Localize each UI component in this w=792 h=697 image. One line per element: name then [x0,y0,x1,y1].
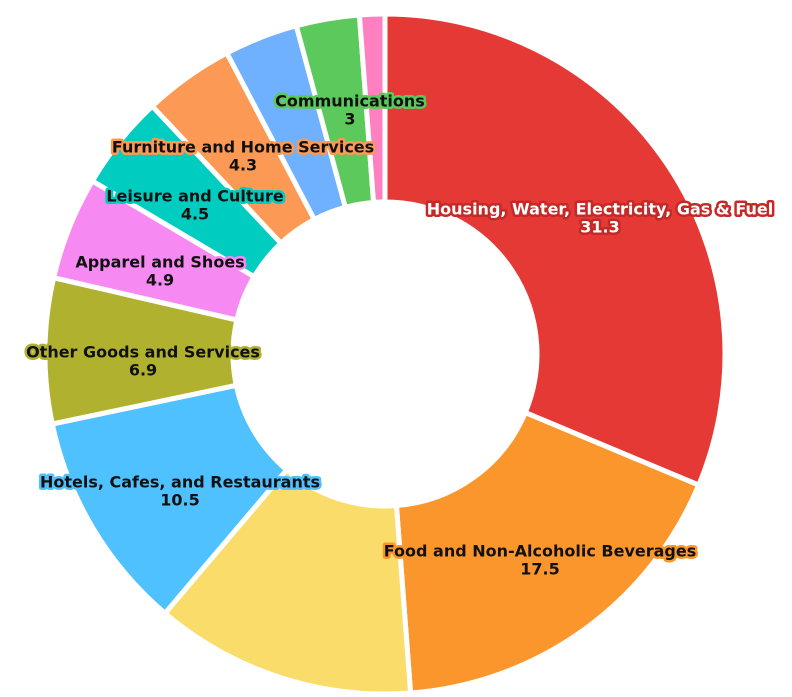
slice-label: Leisure and Culture [106,187,284,206]
value-label: 10.5 [160,491,199,510]
slice [382,11,728,488]
slice-label: Furniture and Home Services [112,138,374,157]
slice-label: Hotels, Cafes, and Restaurants [40,473,320,492]
value-label: 4.5 [181,205,209,224]
value-label: 6.9 [129,361,157,380]
slice [393,410,702,696]
value-label: 3 [344,110,355,129]
value-label: 4.3 [229,156,257,175]
slice-label: Other Goods and Services [26,343,260,362]
slice-label: Apparel and Shoes [75,253,244,272]
value-label: 4.9 [146,271,174,290]
slice-label: Housing, Water, Electricity, Gas & Fuel [427,200,773,219]
slice-label: Communications [275,92,425,111]
value-label: 17.5 [520,560,559,579]
slice-label: Food and Non-Alcoholic Beverages [384,542,697,561]
slice [49,382,290,616]
slice [356,11,388,205]
slice [162,467,414,697]
value-label: 31.3 [580,218,619,237]
